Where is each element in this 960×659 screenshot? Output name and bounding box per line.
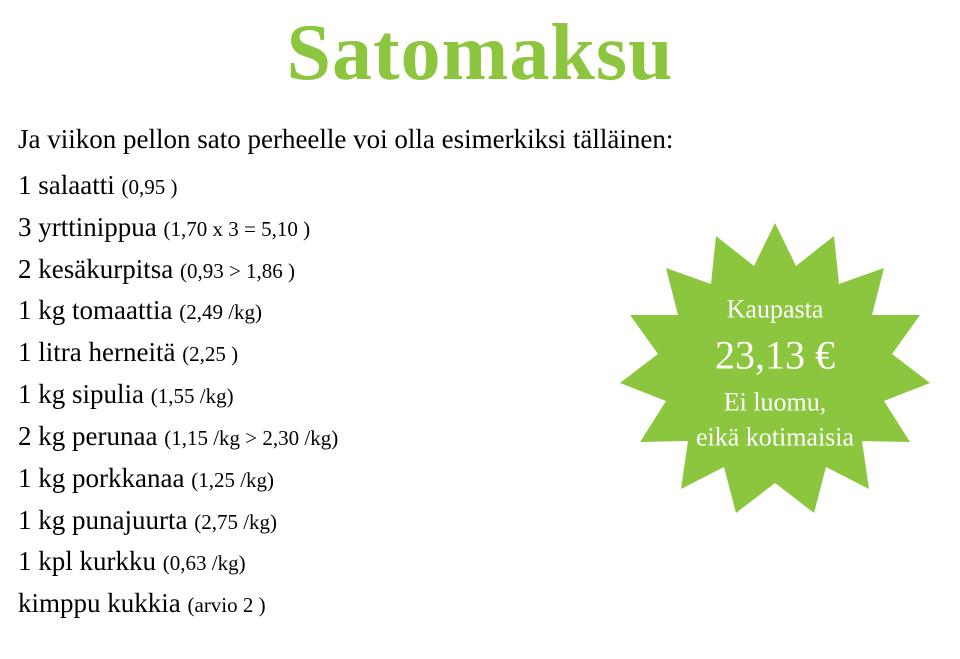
burst-price: 23,13 € xyxy=(620,328,930,382)
burst-line2: Ei luomu, xyxy=(724,387,827,416)
list-item: 1 kpl kurkku (0,63 /kg) xyxy=(18,541,960,583)
price-burst: Kaupasta 23,13 € Ei luomu, eikä kotimais… xyxy=(620,218,930,528)
burst-line3: eikä kotimaisia xyxy=(696,423,854,452)
item-detail: (0,95 ) xyxy=(121,175,177,199)
item-main: 1 kg tomaattia xyxy=(18,295,179,325)
item-detail: (arvio 2 ) xyxy=(188,593,266,617)
item-detail: (1,25 /kg) xyxy=(191,468,274,492)
burst-line1: Kaupasta xyxy=(727,294,824,323)
item-main: 2 kesäkurpitsa xyxy=(18,254,180,284)
burst-text: Kaupasta 23,13 € Ei luomu, eikä kotimais… xyxy=(620,291,930,454)
item-detail: (2,49 /kg) xyxy=(179,300,262,324)
intro-text: Ja viikon pellon sato perheelle voi olla… xyxy=(18,119,960,161)
list-item: 1 salaatti (0,95 ) xyxy=(18,165,960,207)
item-detail: (1,70 x 3 = 5,10 ) xyxy=(163,217,310,241)
item-detail: (0,93 > 1,86 ) xyxy=(180,259,295,283)
item-main: 1 litra herneitä xyxy=(18,337,182,367)
item-main: 3 yrttinippua xyxy=(18,212,163,242)
item-main: 1 kg porkkanaa xyxy=(18,463,191,493)
page-title: Satomaksu xyxy=(0,8,960,99)
item-main: kimppu kukkia xyxy=(18,588,188,618)
item-main: 1 salaatti xyxy=(18,170,121,200)
item-detail: (1,55 /kg) xyxy=(151,384,234,408)
item-detail: (2,75 /kg) xyxy=(194,510,277,534)
list-item: kimppu kukkia (arvio 2 ) xyxy=(18,583,960,625)
item-main: 1 kpl kurkku xyxy=(18,546,163,576)
item-main: 2 kg perunaa xyxy=(18,421,164,451)
item-main: 1 kg sipulia xyxy=(18,379,151,409)
item-main: 1 kg punajuurta xyxy=(18,505,194,535)
item-detail: (1,15 /kg > 2,30 /kg) xyxy=(164,426,338,450)
item-detail: (2,25 ) xyxy=(182,342,238,366)
item-detail: (0,63 /kg) xyxy=(163,551,246,575)
